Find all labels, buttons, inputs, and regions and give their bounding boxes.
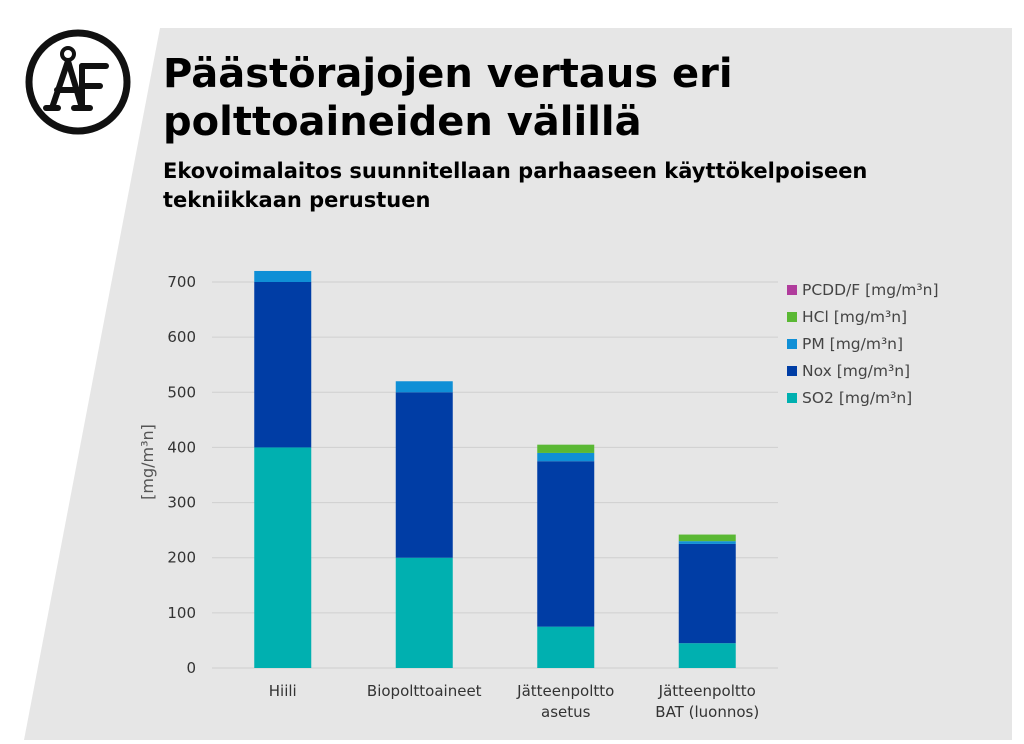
af-logo <box>25 29 131 135</box>
bar-segment-1-0 <box>254 282 312 448</box>
x-category-label: Jätteenpoltto <box>516 682 614 700</box>
legend-swatch <box>787 339 797 349</box>
legend-label: SO2 [mg/m³n] <box>802 389 912 407</box>
subtitle-line-1: Ekovoimalaitos suunnitellaan parhaaseen … <box>163 159 868 183</box>
bar-segment-3-3 <box>678 534 736 542</box>
bar-segment-1-3 <box>678 543 736 644</box>
bar-segment-0-0 <box>254 447 312 668</box>
x-axis-labels: Hiili Biopolttoaineet Jätteenpoltto asetus J… <box>269 682 759 721</box>
y-axis-ticks: 0 100 200 300 400 500 600 700 <box>167 273 196 677</box>
x-category-label: BAT (luonnos) <box>655 703 759 721</box>
title-line-1: Päästörajojen vertaus eri <box>163 51 733 97</box>
y-tick-label: 100 <box>167 604 196 622</box>
legend-label: Nox [mg/m³n] <box>802 362 910 380</box>
subtitle-line-2: tekniikkaan perustuen <box>163 188 431 212</box>
y-tick-label: 0 <box>186 659 196 677</box>
legend-swatch <box>787 366 797 376</box>
x-category-label: Jätteenpoltto <box>658 682 756 700</box>
legend: PCDD/F [mg/m³n] HCl [mg/m³n] PM [mg/m³n] No… <box>787 281 939 407</box>
legend-label: HCl [mg/m³n] <box>802 308 907 326</box>
y-tick-label: 400 <box>167 438 196 456</box>
y-tick-label: 500 <box>167 383 196 401</box>
bar-segment-2-2 <box>537 452 595 462</box>
y-tick-label: 600 <box>167 328 196 346</box>
x-category-label: asetus <box>541 703 591 721</box>
page-title: Päästörajojen vertaus eri polttoaineiden… <box>163 50 983 146</box>
bar-segment-0-1 <box>395 557 453 668</box>
legend-label: PCDD/F [mg/m³n] <box>802 281 939 299</box>
y-axis-title: [mg/m³n] <box>138 424 157 500</box>
bars <box>254 270 736 668</box>
y-tick-label: 300 <box>167 494 196 512</box>
bar-segment-0-2 <box>537 626 595 668</box>
bar-segment-0-3 <box>678 643 736 668</box>
legend-swatch <box>787 312 797 322</box>
bar-segment-2-0 <box>254 270 312 282</box>
legend-swatch <box>787 393 797 403</box>
bar-segment-1-1 <box>395 392 453 558</box>
bar-segment-2-1 <box>395 381 453 393</box>
bar-segment-1-2 <box>537 461 595 627</box>
x-category-label: Hiili <box>269 682 297 700</box>
page-subtitle: Ekovoimalaitos suunnitellaan parhaaseen … <box>163 157 983 215</box>
y-tick-label: 700 <box>167 273 196 291</box>
x-category-label: Biopolttoaineet <box>367 682 482 700</box>
title-line-2: polttoaineiden välillä <box>163 99 642 145</box>
bar-segment-2-3 <box>678 541 736 544</box>
legend-swatch <box>787 285 797 295</box>
bar-segment-3-2 <box>537 444 595 453</box>
legend-label: PM [mg/m³n] <box>802 335 903 353</box>
y-tick-label: 200 <box>167 549 196 567</box>
